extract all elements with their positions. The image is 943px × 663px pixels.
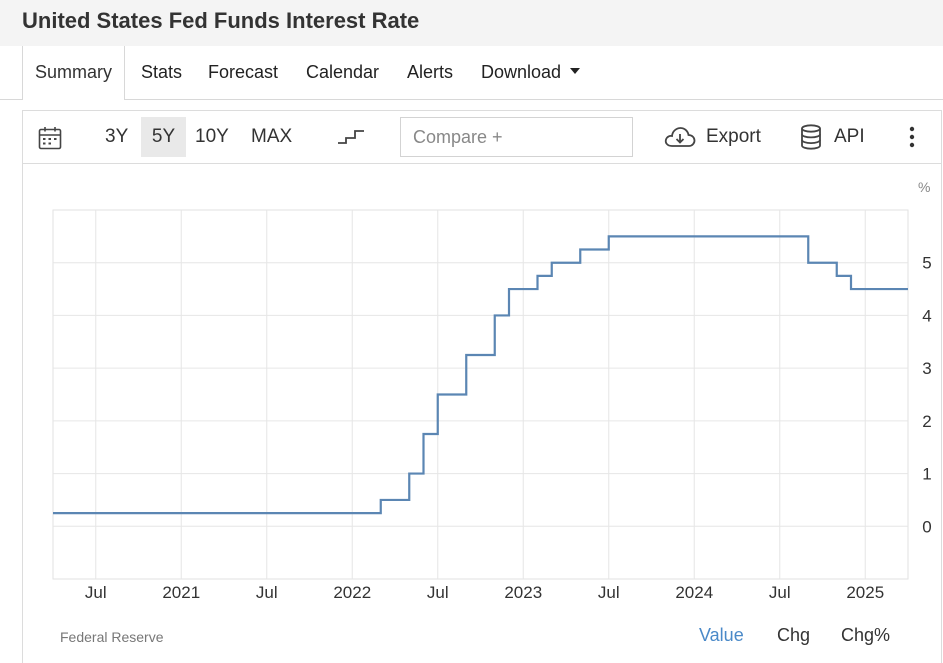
x-tick-label: Jul (769, 583, 791, 602)
y-tick-label: 4 (922, 306, 931, 325)
chart-toolbar: 3Y 5Y 10Y MAX Export API (23, 111, 941, 164)
y-tick-label: 1 (922, 465, 931, 484)
chevron-down-icon (570, 68, 580, 74)
compare-input[interactable] (400, 117, 633, 157)
range-10y-button[interactable]: 10Y (195, 111, 229, 163)
view-value-button[interactable]: Value (699, 625, 744, 646)
tab-summary[interactable]: Summary (22, 46, 125, 100)
y-tick-label: 2 (922, 412, 931, 431)
y-tick-label: 3 (922, 359, 931, 378)
tab-stats[interactable]: Stats (141, 46, 182, 99)
title-bar: United States Fed Funds Interest Rate (0, 0, 943, 47)
api-button[interactable]: API (834, 111, 865, 163)
range-5y-button[interactable]: 5Y (141, 117, 186, 157)
x-tick-label: Jul (427, 583, 449, 602)
x-tick-label: Jul (85, 583, 107, 602)
x-tick-label: 2022 (333, 583, 371, 602)
step-line-icon[interactable] (337, 127, 365, 152)
tab-bar: Summary Stats Forecast Calendar Alerts D… (0, 46, 943, 100)
database-icon[interactable] (800, 124, 822, 155)
chart-panel: 3Y 5Y 10Y MAX Export API (22, 110, 942, 663)
y-tick-label: 5 (922, 254, 931, 273)
calendar-icon[interactable] (38, 126, 62, 155)
view-chg-pct-button[interactable]: Chg% (841, 625, 890, 646)
x-tick-label: 2021 (162, 583, 200, 602)
x-tick-label: 2023 (504, 583, 542, 602)
cloud-download-icon[interactable] (664, 125, 696, 154)
y-tick-label: 0 (922, 517, 931, 536)
y-unit-label: % (918, 179, 930, 195)
tab-calendar[interactable]: Calendar (306, 46, 379, 99)
chart-area: 0 1 2 3 4 5% Jul 2021 Jul 2022 Jul 2023 Jul 2024 Jul 20… (23, 163, 941, 603)
tab-download-label: Download (481, 62, 561, 82)
source-label: Federal Reserve (60, 629, 164, 645)
tab-download[interactable]: Download (481, 46, 580, 99)
view-chg-button[interactable]: Chg (777, 625, 810, 646)
x-tick-label: 2024 (675, 583, 713, 602)
page-title: United States Fed Funds Interest Rate (22, 8, 419, 34)
x-tick-label: 2025 (846, 583, 884, 602)
export-button[interactable]: Export (706, 111, 761, 163)
range-3y-button[interactable]: 3Y (105, 111, 128, 163)
range-max-button[interactable]: MAX (251, 111, 292, 163)
tab-alerts[interactable]: Alerts (407, 46, 453, 99)
tab-forecast[interactable]: Forecast (208, 46, 278, 99)
x-tick-label: Jul (598, 583, 620, 602)
x-tick-label: Jul (256, 583, 278, 602)
more-options-icon[interactable] (908, 126, 916, 153)
